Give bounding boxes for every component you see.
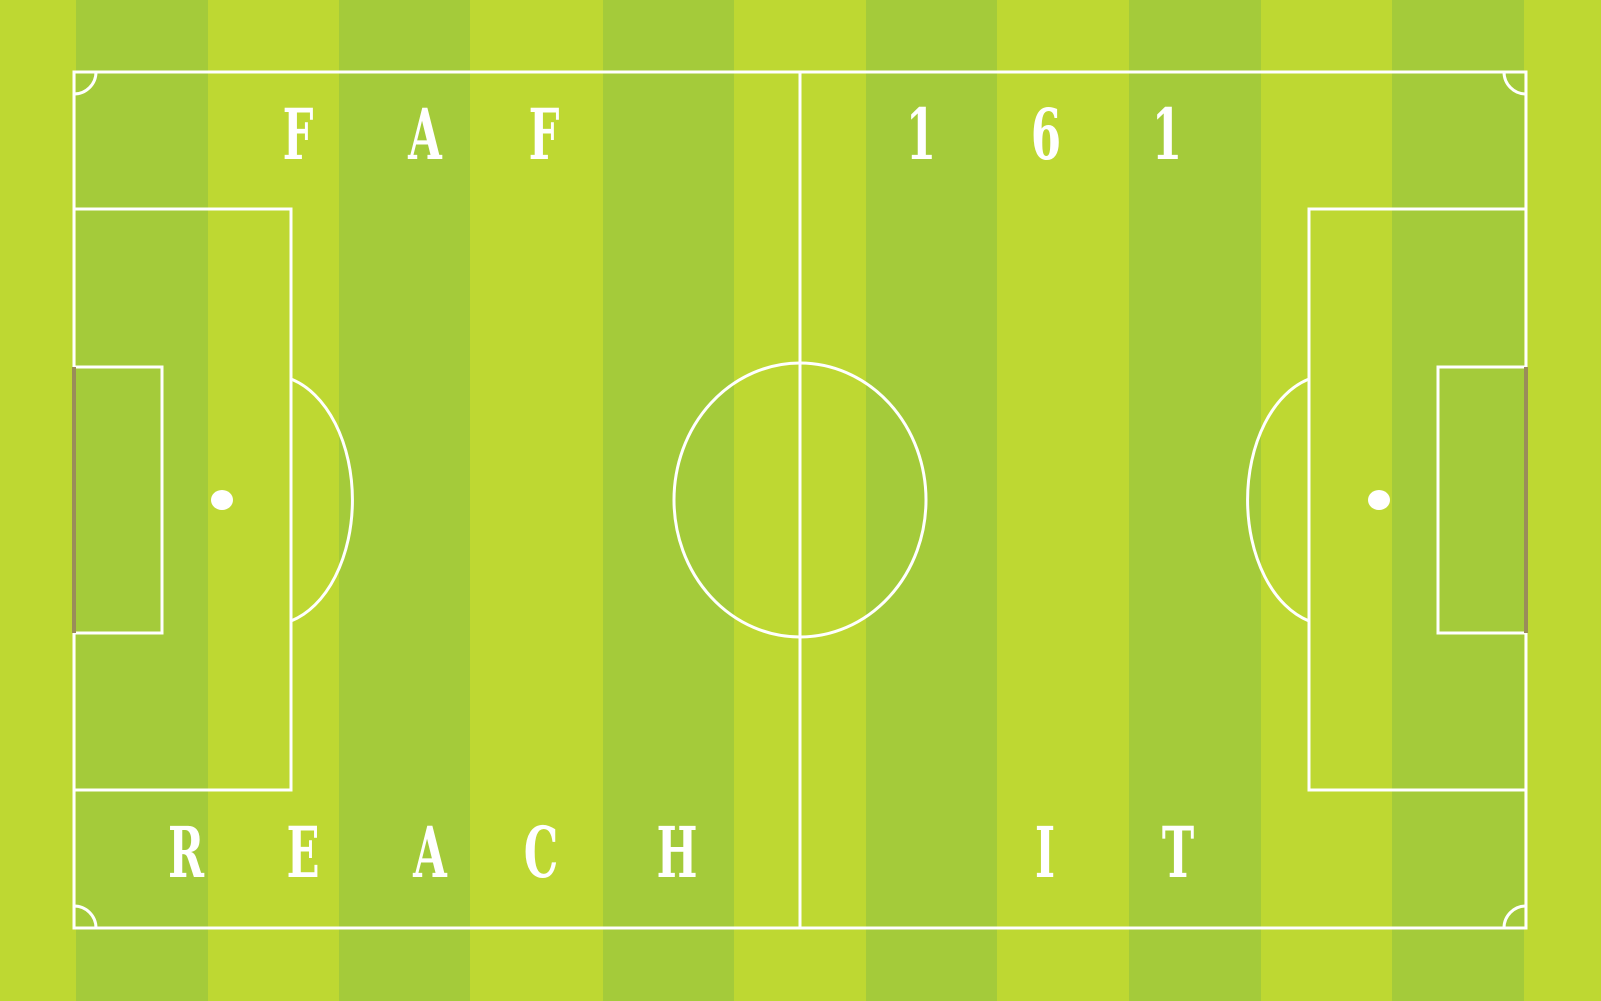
grass-stripe bbox=[0, 0, 76, 1001]
left-goal-box bbox=[72, 365, 164, 635]
grass-stripe bbox=[1129, 0, 1261, 1001]
right-goal-box bbox=[1436, 365, 1528, 635]
grass-stripe bbox=[603, 0, 734, 1001]
left-goal bbox=[72, 367, 76, 633]
bottom-letter: I bbox=[1034, 811, 1056, 894]
corner-arc-top-left bbox=[73, 71, 98, 96]
top-letter: F bbox=[282, 93, 314, 176]
bottom-letter: T bbox=[1161, 811, 1195, 894]
top-letter: A bbox=[408, 93, 442, 176]
grass-stripe bbox=[997, 0, 1129, 1001]
bottom-letter: H bbox=[656, 811, 698, 894]
bottom-letter: R bbox=[167, 811, 205, 894]
grass-stripe bbox=[76, 0, 208, 1001]
right-penalty-box bbox=[1307, 207, 1528, 792]
grass-stripe bbox=[470, 0, 603, 1001]
grass-stripe bbox=[339, 0, 470, 1001]
bottom-letter: E bbox=[286, 811, 320, 894]
right-goal bbox=[1524, 367, 1528, 633]
top-number: 1 bbox=[1151, 93, 1183, 176]
bottom-letter: A bbox=[413, 811, 447, 894]
grass-stripe bbox=[1392, 0, 1524, 1001]
corner-arc-bottom-left bbox=[73, 904, 98, 929]
top-number: 1 bbox=[905, 93, 937, 176]
left-penalty-arc bbox=[290, 377, 354, 623]
top-number: 6 bbox=[1030, 93, 1062, 176]
grass-stripe bbox=[866, 0, 997, 1001]
right-penalty-spot bbox=[1368, 490, 1390, 510]
corner-arc-bottom-right bbox=[1502, 904, 1527, 929]
left-penalty-box bbox=[72, 207, 293, 792]
top-letter: F bbox=[528, 93, 560, 176]
left-penalty-spot bbox=[211, 490, 233, 510]
right-penalty-arc bbox=[1246, 377, 1310, 623]
corner-arc-top-right bbox=[1502, 71, 1527, 96]
center-circle bbox=[672, 361, 928, 639]
bottom-letter: C bbox=[523, 811, 559, 894]
grass-stripe bbox=[1524, 0, 1601, 1001]
